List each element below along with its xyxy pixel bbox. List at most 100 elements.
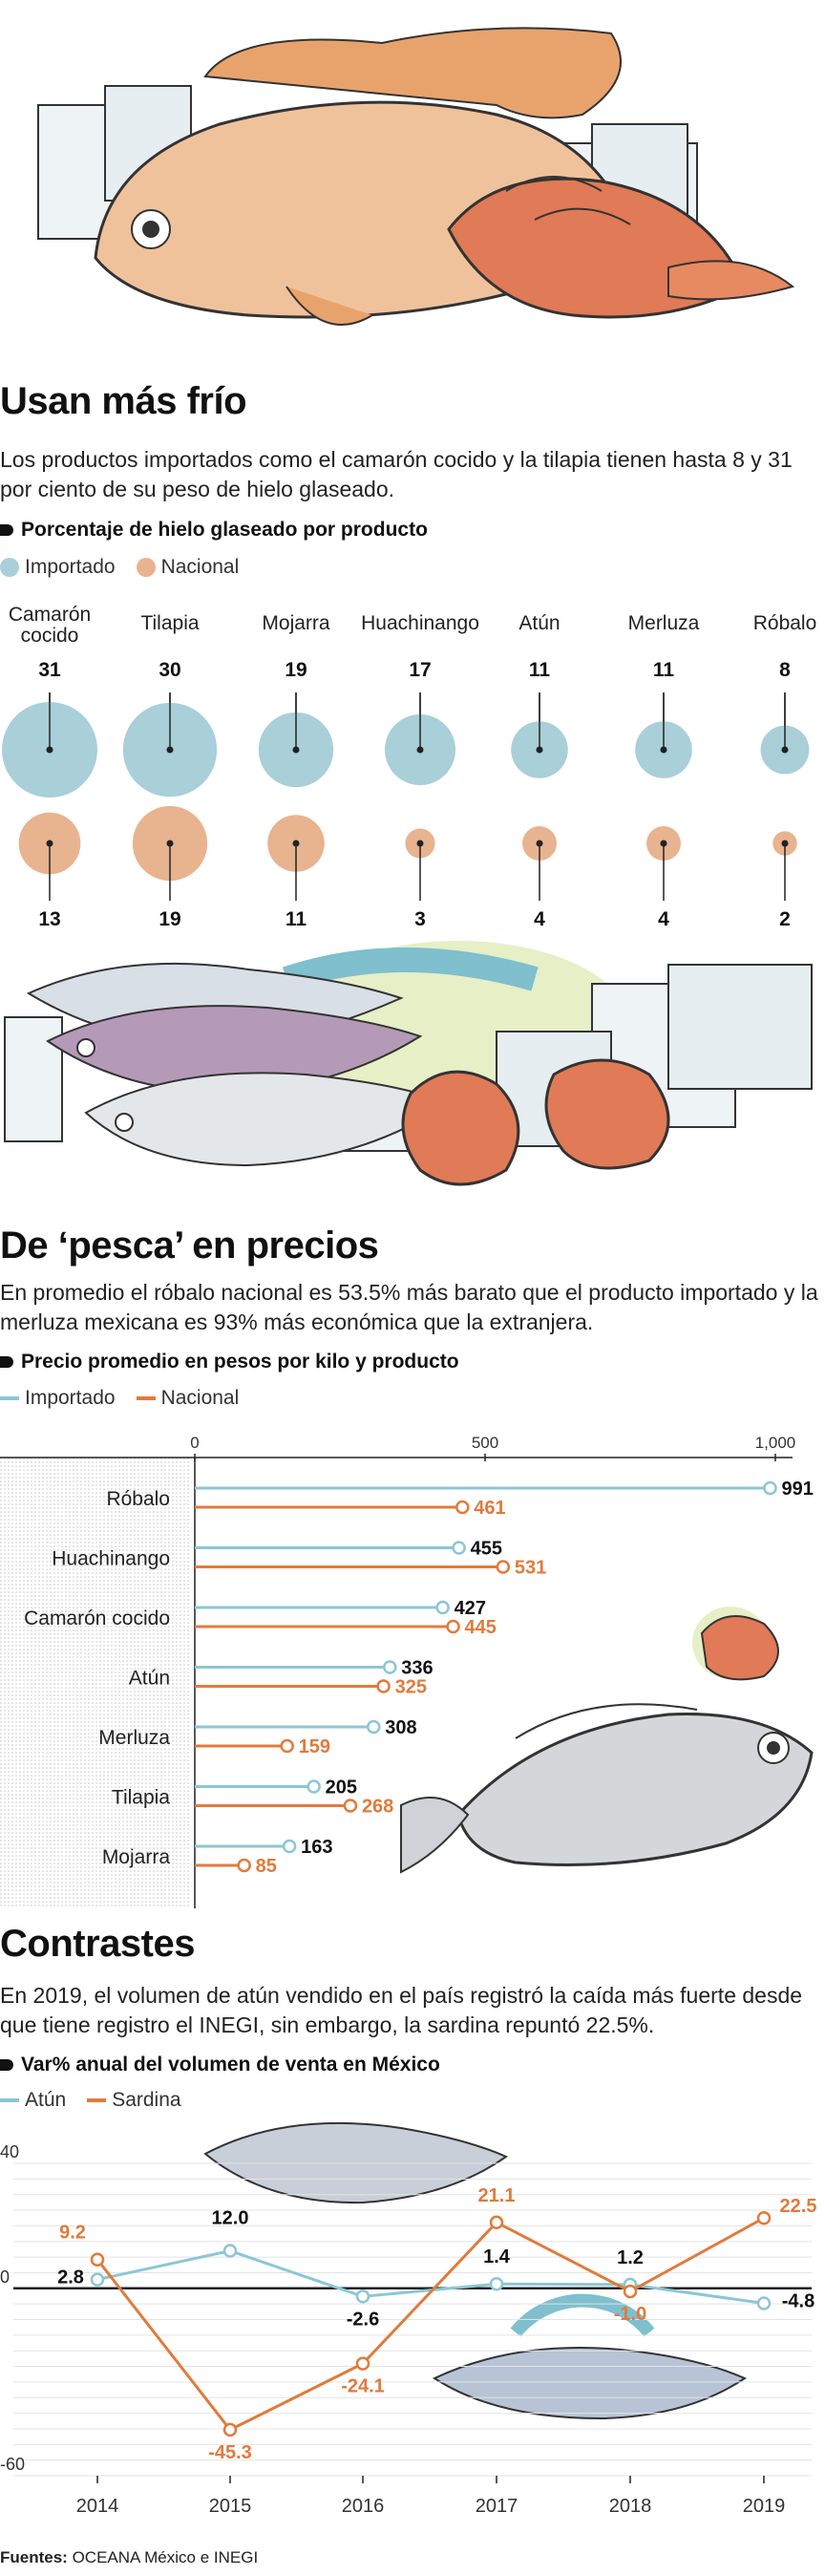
nacional-center-dot xyxy=(292,840,300,847)
importado-value-label: 336 xyxy=(401,1658,433,1679)
sardina-line xyxy=(95,2216,765,2432)
nacional-value-label: 268 xyxy=(362,1797,393,1818)
decor-arc xyxy=(510,2293,655,2337)
importado-point xyxy=(435,1600,450,1615)
legend-item-importado: Importado xyxy=(0,556,116,579)
atun-line xyxy=(96,2249,765,2305)
sardina-point xyxy=(355,2356,370,2371)
importado-value-label: 17 xyxy=(409,659,431,681)
section2-legend: Importado Nacional xyxy=(0,1387,239,1410)
atun-value-label: -4.8 xyxy=(782,2290,814,2311)
category-label: Huachinango xyxy=(361,612,479,634)
sardina-value-label: -45.3 xyxy=(208,2442,252,2463)
category-label: Tilapia xyxy=(112,1787,170,1809)
sardina-value-label: 9.2 xyxy=(59,2223,86,2244)
section2-subtitle-text: Precio promedio en pesos por kilo y prod… xyxy=(21,1351,459,1373)
subtitle-marker-icon xyxy=(0,1356,13,1368)
legend-dot-icon xyxy=(136,558,156,577)
importado-value-label: 31 xyxy=(38,659,61,681)
atun-point xyxy=(90,2272,105,2287)
nacional-point xyxy=(496,1560,511,1574)
sardina-value-label: -1.0 xyxy=(614,2304,646,2325)
importado-point xyxy=(282,1839,297,1854)
atun-point xyxy=(756,2296,772,2310)
x-tick-label: 2015 xyxy=(209,2496,252,2517)
nacional-value-label: 13 xyxy=(38,908,60,930)
category-label: Atún xyxy=(129,1668,170,1690)
category-label: Merluza xyxy=(98,1727,170,1749)
nacional-center-dot xyxy=(536,840,543,847)
importado-value-label: 455 xyxy=(471,1539,502,1560)
importado-center-dot xyxy=(416,746,424,754)
importado-value-label: 205 xyxy=(326,1778,357,1799)
atun-value-label: -2.6 xyxy=(347,2309,379,2330)
x-tick-label: 500 xyxy=(472,1434,498,1452)
source-note: Fuentes: OCEANA México e INEGI xyxy=(0,2548,258,2567)
x-tick-label: 2014 xyxy=(76,2496,119,2517)
x-tick-label: 1,000 xyxy=(755,1434,796,1452)
nacional-center-dot xyxy=(166,840,174,847)
price-per-kilo-chart: 0 500 1,000 Róbalo 991 461 Huachinango 455 531 Ca… xyxy=(0,1434,814,1908)
nacional-center-dot xyxy=(46,840,53,847)
legend-item-nacional: Nacional xyxy=(136,556,239,579)
sardina-point xyxy=(756,2210,772,2225)
section1-title: Usan más frío xyxy=(0,380,247,422)
category-label: Merluza xyxy=(628,612,700,634)
atun-point xyxy=(489,2276,504,2291)
legend-label: Atún xyxy=(25,2089,67,2111)
nacional-value-label: 11 xyxy=(286,908,307,930)
importado-center-dot xyxy=(292,746,300,754)
sardina-value-label: -24.1 xyxy=(341,2376,385,2397)
nacional-point xyxy=(446,1619,460,1634)
nacional-point xyxy=(343,1799,358,1813)
nacional-point xyxy=(280,1738,294,1754)
importado-value-label: 30 xyxy=(159,659,180,681)
sardina-point xyxy=(489,2215,504,2230)
importado-point xyxy=(307,1779,321,1794)
legend-line-icon xyxy=(87,2098,107,2102)
category-label: Camarón xyxy=(9,604,91,626)
nacional-value-label: 445 xyxy=(465,1617,497,1638)
x-tick-label: 2016 xyxy=(342,2496,385,2517)
category-label: Tilapia xyxy=(140,612,199,634)
source-label: Fuentes: xyxy=(0,2548,68,2566)
x-tick-label: 2018 xyxy=(609,2496,652,2517)
category-label: Huachinango xyxy=(52,1548,170,1570)
importado-point xyxy=(383,1660,397,1674)
importado-center-dot xyxy=(536,746,543,754)
category-label: Mojarra xyxy=(262,612,330,634)
legend-item-sardina: Sardina xyxy=(87,2089,181,2112)
sardina-point xyxy=(623,2284,638,2299)
sardina-value-label: 21.1 xyxy=(478,2185,516,2206)
section1-legend: Importado Nacional xyxy=(0,556,239,579)
section3-title: Contrastes xyxy=(0,1923,195,1965)
importado-value-label: 19 xyxy=(285,659,307,681)
importado-point xyxy=(763,1480,777,1496)
nacional-value-label: 19 xyxy=(159,908,180,930)
atun-value-label: 1.4 xyxy=(483,2246,511,2267)
legend-label: Importado xyxy=(25,556,116,578)
x-tick-label: 2017 xyxy=(476,2496,518,2517)
nacional-value-label: 531 xyxy=(515,1558,546,1579)
nacional-center-dot xyxy=(781,840,789,847)
nacional-value-label: 4 xyxy=(534,908,545,930)
chart-texture xyxy=(0,1458,189,1908)
subtitle-marker-icon xyxy=(0,524,13,536)
source-text: OCEANA México e INEGI xyxy=(67,2548,259,2566)
importado-value-label: 991 xyxy=(782,1479,814,1500)
nacional-value-label: 159 xyxy=(299,1736,330,1757)
nacional-value-label: 85 xyxy=(256,1856,277,1877)
legend-dot-icon xyxy=(0,558,19,577)
category-label: Róbalo xyxy=(753,612,817,634)
sardina-point xyxy=(222,2422,238,2438)
y-tick-label: 40 xyxy=(0,2142,19,2161)
sardina-point xyxy=(90,2252,105,2267)
section3-lead: En 2019, el volumen de atún vendido en e… xyxy=(0,1983,803,2037)
legend-item-atun: Atún xyxy=(0,2089,66,2112)
sales-volume-line-chart: 40 0 -60 2014 2015 2016 2017 2018 2019 2.8 12.0 -2.… xyxy=(0,2121,816,2517)
x-tick-label: 2019 xyxy=(743,2496,786,2517)
legend-label: Sardina xyxy=(112,2089,181,2111)
importado-value-label: 163 xyxy=(301,1837,332,1858)
sardine-fish-icon xyxy=(203,2121,509,2204)
nacional-value-label: 2 xyxy=(779,908,791,930)
